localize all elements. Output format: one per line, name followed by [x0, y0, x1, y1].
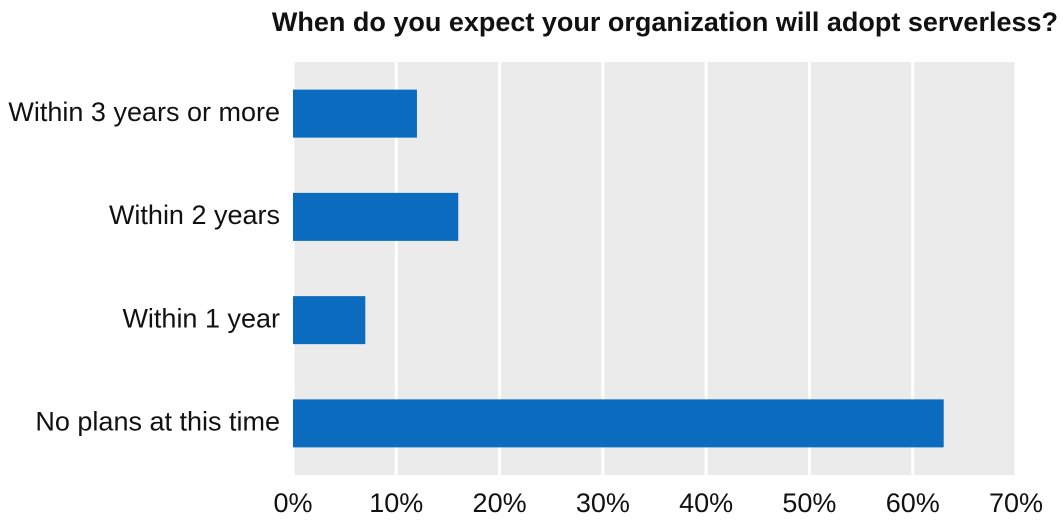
- x-tick-label: 70%: [989, 488, 1043, 518]
- bar: [293, 296, 366, 345]
- y-tick-label: No plans at this time: [35, 407, 280, 437]
- chart-title: When do you expect your organization wil…: [272, 7, 1058, 37]
- y-tick-label: Within 2 years: [109, 200, 280, 230]
- x-tick-label: 50%: [782, 488, 836, 518]
- bar: [293, 192, 459, 241]
- y-tick-label: Within 3 years or more: [8, 97, 280, 127]
- x-tick-label: 30%: [576, 488, 630, 518]
- x-tick-label: 60%: [886, 488, 940, 518]
- bar: [293, 89, 417, 138]
- y-tick-label: Within 1 year: [122, 303, 280, 333]
- x-tick-label: 40%: [679, 488, 733, 518]
- bar: [293, 399, 944, 448]
- x-tick-label: 20%: [473, 488, 527, 518]
- x-tick-label: 10%: [369, 488, 423, 518]
- x-tick-label: 0%: [273, 488, 312, 518]
